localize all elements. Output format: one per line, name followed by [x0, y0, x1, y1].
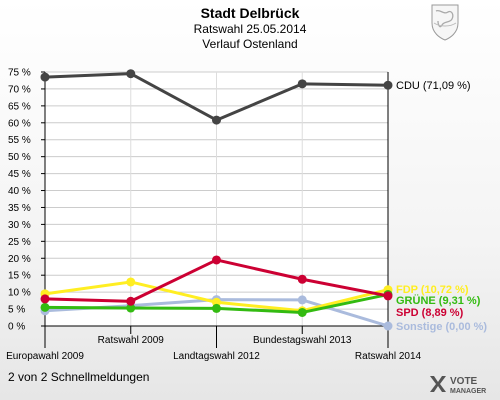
series-end-label: FDP (10,72 %): [396, 284, 469, 296]
data-point: [383, 80, 393, 90]
x-tick-label: Landtagswahl 2012: [173, 351, 260, 362]
data-point: [297, 274, 307, 284]
y-tick-label: 70 %: [8, 84, 31, 95]
footer-status: 2 von 2 Schnellmeldungen: [8, 370, 150, 384]
x-tick-label: Ratswahl 2009: [98, 335, 165, 346]
series-end-label: Sonstige (0,00 %): [396, 321, 487, 333]
data-point: [297, 79, 307, 89]
x-tick-label: Europawahl 2009: [6, 351, 84, 362]
y-tick-label: 45 %: [8, 169, 31, 180]
y-tick-label: 30 %: [8, 220, 31, 231]
data-point: [126, 296, 136, 306]
data-point: [297, 295, 307, 305]
y-tick-label: 65 %: [8, 101, 31, 112]
chart-series-labels: CDU (71,09 %) FDP (10,72 %)GRÜNE (9,31 %)…: [396, 80, 487, 333]
y-tick-label: 15 %: [8, 271, 31, 282]
logo-text-line2: MANAGER: [450, 388, 486, 395]
series-end-label: SPD (8,89 %): [396, 307, 464, 319]
data-point: [383, 291, 393, 301]
data-point: [212, 115, 221, 125]
chart-subtitle: Ratswahl 25.05.2014: [193, 22, 307, 36]
y-tick-label: 25 %: [8, 237, 31, 248]
y-tick-label: 50 %: [8, 152, 31, 163]
y-tick-label: 20 %: [8, 254, 31, 265]
data-point: [212, 303, 221, 313]
y-tick-label: 75 %: [8, 68, 31, 79]
chart-subtitle-2: Verlauf Ostenland: [202, 37, 298, 51]
series-end-label: GRÜNE (9,31 %): [396, 294, 481, 307]
y-tick-label: 5 %: [8, 305, 25, 316]
logo-text-line1: VOTE: [450, 376, 478, 387]
data-point: [126, 69, 136, 79]
data-point: [383, 321, 393, 331]
x-tick-label: Ratswahl 2014: [355, 351, 422, 362]
data-point: [40, 72, 50, 82]
data-point: [126, 277, 136, 287]
chart-title: Stadt Delbrück: [200, 5, 300, 21]
votemanager-logo: VOTE MANAGER: [430, 376, 486, 395]
data-point: [40, 302, 50, 312]
y-tick-label: 55 %: [8, 135, 31, 146]
y-tick-label: 60 %: [8, 118, 31, 129]
y-tick-label: 10 %: [8, 288, 31, 299]
y-tick-label: 35 %: [8, 203, 31, 214]
x-tick-label: Bundestagswahl 2013: [253, 335, 352, 346]
chart-series: [40, 69, 393, 331]
coat-of-arms-icon: [431, 4, 459, 41]
data-point: [212, 255, 221, 265]
data-point: [40, 294, 50, 304]
y-tick-label: 40 %: [8, 186, 31, 197]
data-point: [126, 303, 136, 313]
chart-axes: 0 % 5 % 10 % 15 % 20 % 25 % 30 % 35 % 40 % 45 % 50…: [6, 68, 421, 363]
y-tick-label: 0 %: [8, 322, 25, 333]
series-end-label: CDU (71,09 %): [396, 80, 471, 92]
data-point: [297, 307, 307, 317]
